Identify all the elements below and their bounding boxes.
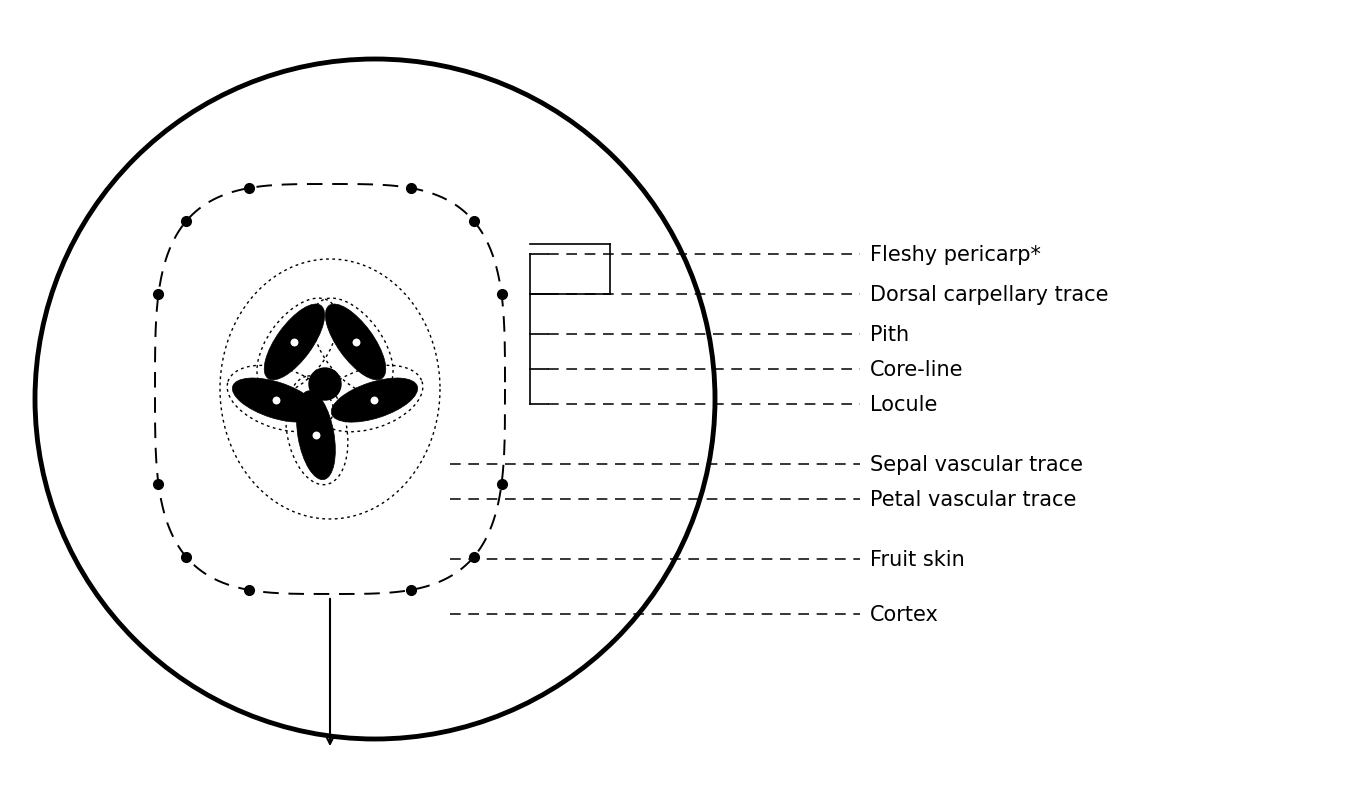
Text: Cortex: Cortex bbox=[869, 604, 938, 624]
Ellipse shape bbox=[325, 304, 386, 381]
Text: Fruit skin: Fruit skin bbox=[869, 549, 965, 569]
Ellipse shape bbox=[265, 304, 324, 381]
Ellipse shape bbox=[297, 391, 335, 480]
Text: Petal vascular trace: Petal vascular trace bbox=[869, 489, 1076, 509]
Ellipse shape bbox=[232, 378, 319, 422]
Text: Locule: Locule bbox=[869, 394, 937, 414]
Text: Core-line: Core-line bbox=[869, 360, 964, 380]
Circle shape bbox=[309, 369, 342, 401]
Text: Pith: Pith bbox=[869, 324, 909, 344]
Ellipse shape bbox=[331, 378, 417, 422]
Text: Sepal vascular trace: Sepal vascular trace bbox=[869, 454, 1083, 475]
Text: Fleshy pericarp*: Fleshy pericarp* bbox=[869, 245, 1041, 265]
Text: Dorsal carpellary trace: Dorsal carpellary trace bbox=[869, 284, 1108, 304]
